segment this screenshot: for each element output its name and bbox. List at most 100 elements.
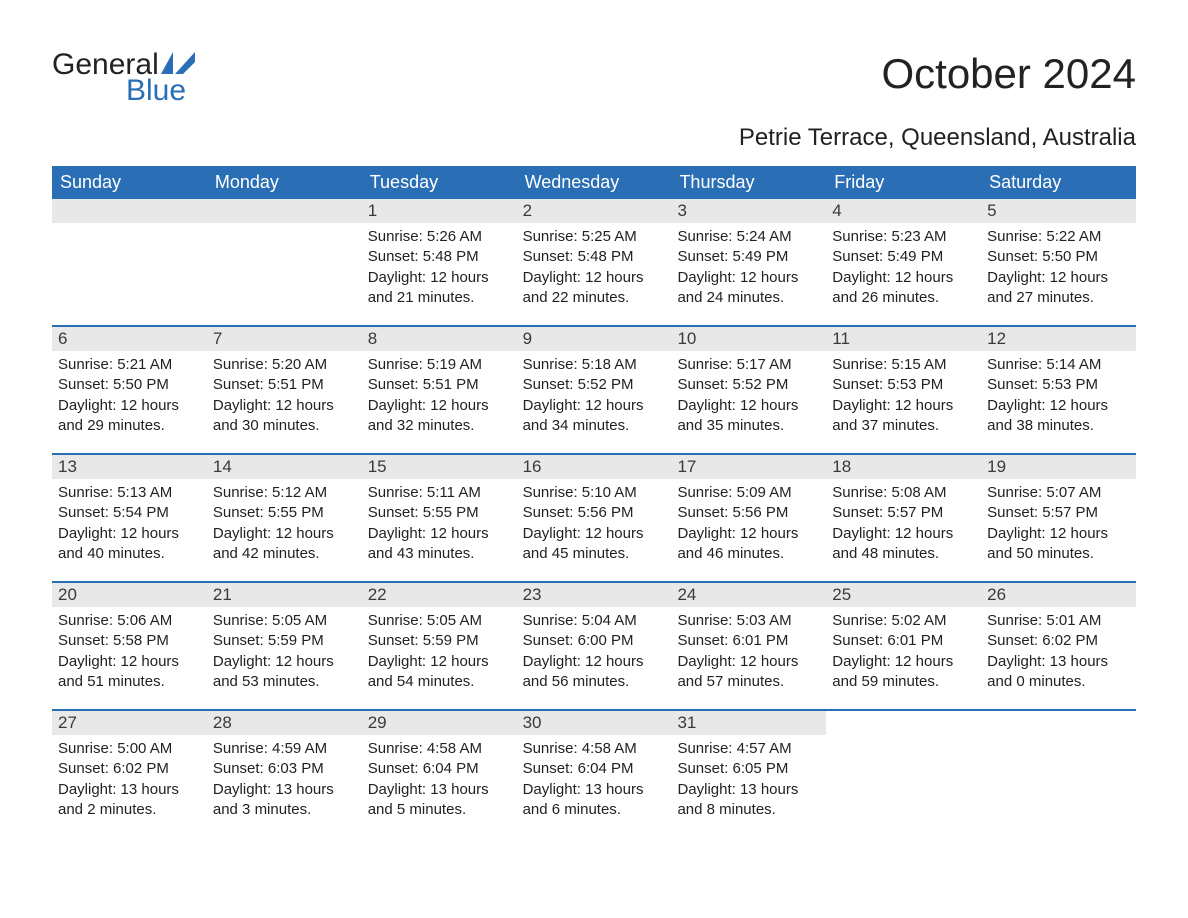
weeks-container: 1Sunrise: 5:26 AMSunset: 5:48 PMDaylight… (52, 199, 1136, 837)
day-sunrise: Sunrise: 5:18 AM (523, 355, 666, 375)
day-daylight1: Daylight: 13 hours (58, 780, 201, 800)
day-daylight2: and 46 minutes. (677, 544, 820, 564)
day-number: 7 (207, 327, 362, 351)
day-body: Sunrise: 5:15 AMSunset: 5:53 PMDaylight:… (826, 351, 981, 446)
day-body: Sunrise: 4:57 AMSunset: 6:05 PMDaylight:… (671, 735, 826, 830)
day-sunset: Sunset: 5:51 PM (368, 375, 511, 395)
day-daylight2: and 51 minutes. (58, 672, 201, 692)
day-body: Sunrise: 5:07 AMSunset: 5:57 PMDaylight:… (981, 479, 1136, 574)
day-daylight2: and 34 minutes. (523, 416, 666, 436)
day-sunrise: Sunrise: 5:15 AM (832, 355, 975, 375)
day-cell: 1Sunrise: 5:26 AMSunset: 5:48 PMDaylight… (362, 199, 517, 325)
day-cell: 15Sunrise: 5:11 AMSunset: 5:55 PMDayligh… (362, 455, 517, 581)
day-sunset: Sunset: 5:59 PM (368, 631, 511, 651)
day-sunrise: Sunrise: 5:20 AM (213, 355, 356, 375)
day-daylight1: Daylight: 12 hours (58, 524, 201, 544)
day-sunset: Sunset: 5:55 PM (368, 503, 511, 523)
day-daylight2: and 59 minutes. (832, 672, 975, 692)
day-sunset: Sunset: 6:02 PM (58, 759, 201, 779)
day-cell (981, 711, 1136, 837)
logo-text-blue: Blue (126, 76, 195, 106)
day-body: Sunrise: 5:13 AMSunset: 5:54 PMDaylight:… (52, 479, 207, 574)
day-daylight1: Daylight: 12 hours (368, 652, 511, 672)
calendar-week: 1Sunrise: 5:26 AMSunset: 5:48 PMDaylight… (52, 199, 1136, 325)
day-sunset: Sunset: 5:48 PM (368, 247, 511, 267)
day-sunrise: Sunrise: 4:58 AM (368, 739, 511, 759)
day-cell: 6Sunrise: 5:21 AMSunset: 5:50 PMDaylight… (52, 327, 207, 453)
day-cell: 18Sunrise: 5:08 AMSunset: 5:57 PMDayligh… (826, 455, 981, 581)
day-number: 14 (207, 455, 362, 479)
day-sunrise: Sunrise: 5:07 AM (987, 483, 1130, 503)
day-sunrise: Sunrise: 4:59 AM (213, 739, 356, 759)
day-sunrise: Sunrise: 5:12 AM (213, 483, 356, 503)
day-cell: 2Sunrise: 5:25 AMSunset: 5:48 PMDaylight… (517, 199, 672, 325)
day-daylight2: and 40 minutes. (58, 544, 201, 564)
day-sunrise: Sunrise: 5:02 AM (832, 611, 975, 631)
day-sunrise: Sunrise: 5:05 AM (368, 611, 511, 631)
day-number (826, 711, 981, 735)
day-cell: 19Sunrise: 5:07 AMSunset: 5:57 PMDayligh… (981, 455, 1136, 581)
day-sunrise: Sunrise: 5:21 AM (58, 355, 201, 375)
day-daylight1: Daylight: 12 hours (832, 652, 975, 672)
day-sunset: Sunset: 5:52 PM (677, 375, 820, 395)
day-sunrise: Sunrise: 5:25 AM (523, 227, 666, 247)
day-number: 28 (207, 711, 362, 735)
day-number: 20 (52, 583, 207, 607)
weekday-header: Wednesday (517, 166, 672, 199)
day-body: Sunrise: 5:05 AMSunset: 5:59 PMDaylight:… (362, 607, 517, 702)
day-daylight1: Daylight: 12 hours (213, 652, 356, 672)
day-daylight1: Daylight: 12 hours (368, 268, 511, 288)
day-daylight1: Daylight: 13 hours (677, 780, 820, 800)
day-daylight1: Daylight: 12 hours (58, 396, 201, 416)
day-daylight2: and 35 minutes. (677, 416, 820, 436)
day-body: Sunrise: 5:12 AMSunset: 5:55 PMDaylight:… (207, 479, 362, 574)
day-cell: 4Sunrise: 5:23 AMSunset: 5:49 PMDaylight… (826, 199, 981, 325)
day-daylight1: Daylight: 13 hours (213, 780, 356, 800)
day-sunset: Sunset: 6:04 PM (523, 759, 666, 779)
day-body: Sunrise: 5:18 AMSunset: 5:52 PMDaylight:… (517, 351, 672, 446)
day-body: Sunrise: 4:58 AMSunset: 6:04 PMDaylight:… (362, 735, 517, 830)
day-body: Sunrise: 5:14 AMSunset: 5:53 PMDaylight:… (981, 351, 1136, 446)
weekday-header-row: Sunday Monday Tuesday Wednesday Thursday… (52, 166, 1136, 199)
day-number: 26 (981, 583, 1136, 607)
day-daylight2: and 56 minutes. (523, 672, 666, 692)
day-body: Sunrise: 5:22 AMSunset: 5:50 PMDaylight:… (981, 223, 1136, 318)
day-sunrise: Sunrise: 5:03 AM (677, 611, 820, 631)
day-body: Sunrise: 5:06 AMSunset: 5:58 PMDaylight:… (52, 607, 207, 702)
day-number: 5 (981, 199, 1136, 223)
day-daylight2: and 5 minutes. (368, 800, 511, 820)
day-number: 27 (52, 711, 207, 735)
calendar-week: 20Sunrise: 5:06 AMSunset: 5:58 PMDayligh… (52, 581, 1136, 709)
day-daylight1: Daylight: 12 hours (677, 268, 820, 288)
day-sunset: Sunset: 5:50 PM (987, 247, 1130, 267)
day-sunset: Sunset: 5:49 PM (677, 247, 820, 267)
header: General Blue October 2024 (52, 50, 1136, 106)
day-number: 23 (517, 583, 672, 607)
day-sunset: Sunset: 5:52 PM (523, 375, 666, 395)
day-daylight1: Daylight: 12 hours (523, 268, 666, 288)
day-daylight1: Daylight: 13 hours (987, 652, 1130, 672)
day-cell: 14Sunrise: 5:12 AMSunset: 5:55 PMDayligh… (207, 455, 362, 581)
day-daylight2: and 2 minutes. (58, 800, 201, 820)
day-cell: 12Sunrise: 5:14 AMSunset: 5:53 PMDayligh… (981, 327, 1136, 453)
day-sunset: Sunset: 5:57 PM (832, 503, 975, 523)
day-daylight2: and 32 minutes. (368, 416, 511, 436)
day-body: Sunrise: 5:21 AMSunset: 5:50 PMDaylight:… (52, 351, 207, 446)
day-daylight2: and 27 minutes. (987, 288, 1130, 308)
day-number: 16 (517, 455, 672, 479)
weekday-header: Tuesday (362, 166, 517, 199)
day-daylight1: Daylight: 13 hours (368, 780, 511, 800)
day-body: Sunrise: 4:58 AMSunset: 6:04 PMDaylight:… (517, 735, 672, 830)
day-body: Sunrise: 5:02 AMSunset: 6:01 PMDaylight:… (826, 607, 981, 702)
day-daylight1: Daylight: 12 hours (832, 524, 975, 544)
day-number: 3 (671, 199, 826, 223)
day-body: Sunrise: 4:59 AMSunset: 6:03 PMDaylight:… (207, 735, 362, 830)
day-body: Sunrise: 5:04 AMSunset: 6:00 PMDaylight:… (517, 607, 672, 702)
calendar-week: 6Sunrise: 5:21 AMSunset: 5:50 PMDaylight… (52, 325, 1136, 453)
day-sunset: Sunset: 5:53 PM (987, 375, 1130, 395)
day-cell (826, 711, 981, 837)
day-sunset: Sunset: 5:50 PM (58, 375, 201, 395)
day-daylight2: and 24 minutes. (677, 288, 820, 308)
day-daylight1: Daylight: 12 hours (832, 268, 975, 288)
day-body: Sunrise: 5:05 AMSunset: 5:59 PMDaylight:… (207, 607, 362, 702)
